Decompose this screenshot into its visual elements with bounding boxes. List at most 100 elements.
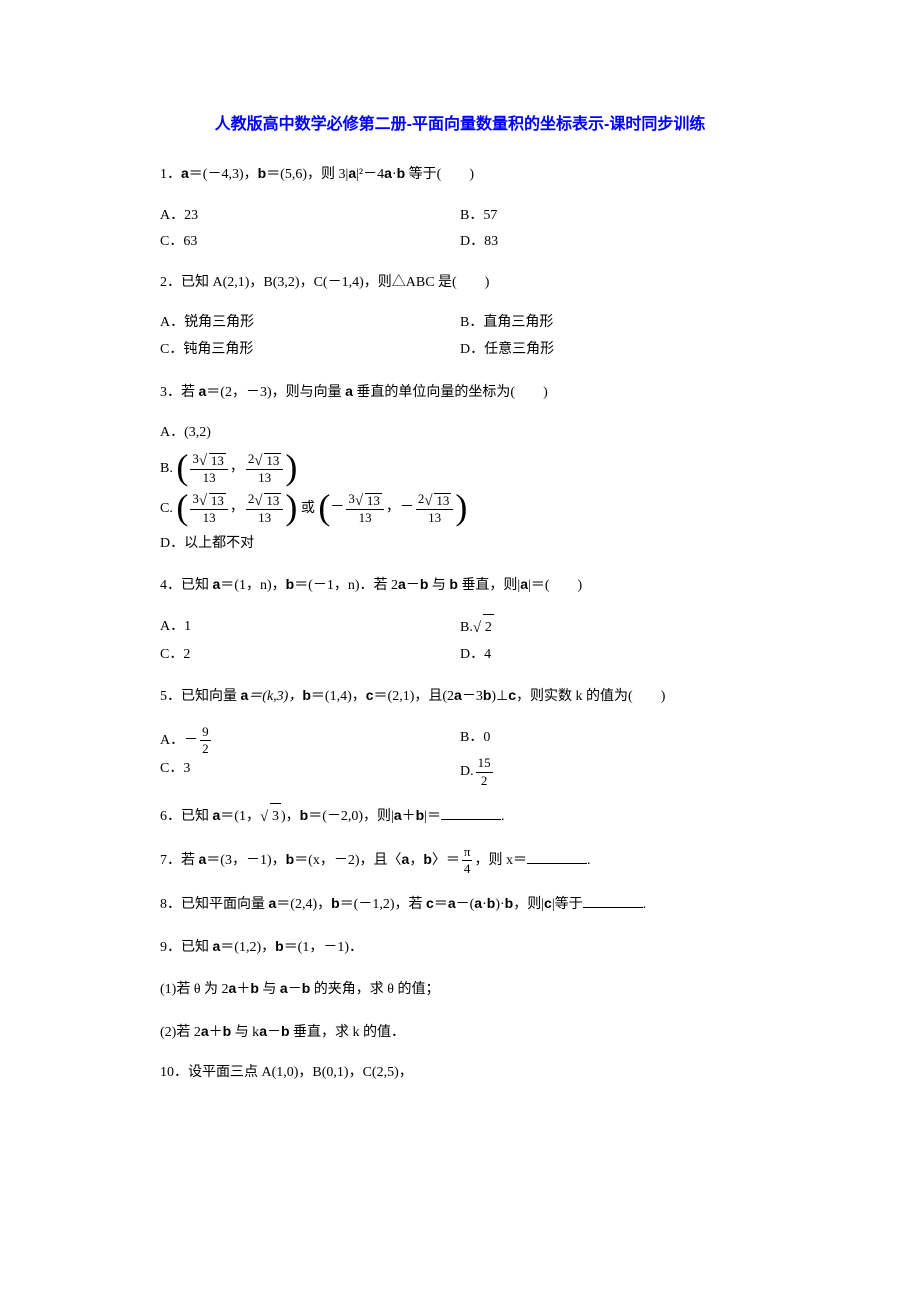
text: ＋ — [209, 1025, 223, 1040]
text: 与 — [259, 982, 280, 997]
q5-opt-d: D.152 — [460, 756, 760, 788]
q3-opt-d: D．以上都不对 — [160, 531, 760, 558]
q1-opt-b: B．57 — [460, 203, 760, 230]
text: ＝(x，－2)，且〈 — [294, 853, 401, 868]
q3-opt-a: A．(3,2) — [160, 420, 760, 447]
q1-options: A．23 B．57 C．63 D．83 — [160, 203, 760, 256]
q2-opt-b: B．直角三角形 — [460, 310, 760, 337]
vec-b: b — [449, 576, 458, 592]
vec-b: b — [397, 165, 406, 181]
q4-options: A．1 B.2 C．2 D．4 — [160, 614, 760, 668]
vec-a: a — [454, 687, 462, 703]
text: － — [288, 982, 302, 997]
fraction: 313 13 — [190, 492, 228, 525]
page: 人教版高中数学必修第二册-平面向量数量积的坐标表示-课时同步训练 1．a＝(－4… — [0, 0, 920, 1302]
text: －3 — [462, 689, 483, 704]
q2-opt-d: D．任意三角形 — [460, 337, 760, 364]
comma: ， — [230, 455, 244, 482]
text: A．－ — [160, 733, 198, 748]
text: ，则实数 k 的值为( ) — [516, 689, 665, 704]
den: 13 — [190, 470, 228, 485]
vec-b: b — [286, 576, 295, 592]
text: ＝(1，n)， — [220, 578, 285, 593]
text: 垂直，则| — [458, 578, 520, 593]
q5-opt-b: B．0 — [460, 725, 760, 757]
text: － — [406, 578, 420, 593]
text: 与 — [428, 578, 449, 593]
vec-b: b — [302, 687, 311, 703]
vec-a: a — [259, 1023, 267, 1039]
blank-underline — [441, 806, 501, 820]
text: 与 k — [231, 1025, 259, 1040]
sqrt-icon: 13 — [199, 493, 226, 508]
q9-stem: 9．已知 a＝(1,2)，b＝(1，－1)． — [160, 933, 760, 962]
text: . — [643, 897, 647, 912]
text: ， — [409, 853, 423, 868]
text: 〉＝ — [432, 853, 460, 868]
vec-b: b — [258, 165, 267, 181]
text: 1． — [160, 167, 181, 182]
den: 13 — [416, 510, 454, 525]
vec-c: c — [366, 687, 374, 703]
text: B. — [160, 461, 173, 476]
text: 3．若 — [160, 385, 199, 400]
text: ＝(2,4)， — [276, 897, 331, 912]
den: 13 — [246, 510, 284, 525]
q3-stem: 3．若 a＝(2，－3)，则与向量 a 垂直的单位向量的坐标为( ) — [160, 378, 760, 407]
q4-stem: 4．已知 a＝(1，n)，b＝(－1，n)．若 2a－b 与 b 垂直，则|a|… — [160, 571, 760, 600]
text: |＝ — [424, 809, 441, 824]
text: － — [267, 1025, 281, 1040]
text: ＝(1,4)， — [311, 689, 366, 704]
vec-a: a — [384, 165, 392, 181]
sqrt-icon: 13 — [355, 493, 382, 508]
text: |＝( ) — [528, 578, 582, 593]
q4-opt-b: B.2 — [460, 614, 760, 642]
den: 13 — [246, 470, 284, 485]
vec-b: b — [416, 807, 425, 823]
q2-stem: 2．已知 A(2,1)，B(3,2)，C(－1,4)，则△ABC 是( ) — [160, 270, 760, 297]
vec-a: a — [448, 895, 456, 911]
comma: ， — [386, 495, 400, 522]
q1-opt-a: A．23 — [160, 203, 460, 230]
fraction: 313 13 — [190, 452, 228, 485]
vec-b: b — [281, 1023, 290, 1039]
sqrt-icon: 13 — [199, 453, 226, 468]
text: )， — [281, 809, 300, 824]
lparen-icon: ( — [176, 449, 188, 485]
text: (1)若 θ 为 2 — [160, 982, 229, 997]
vec-a: a — [520, 576, 528, 592]
text: . — [501, 809, 505, 824]
text: ＝(k,3)， — [248, 689, 302, 704]
text: ＝(1,2)， — [220, 940, 275, 955]
fraction: 213 13 — [246, 452, 284, 485]
lparen-icon: ( — [176, 489, 188, 525]
q7-stem: 7．若 a＝(3，－1)，b＝(x，－2)，且〈a，b〉＝π4，则 x＝. — [160, 845, 760, 877]
text: ＝(5,6)，则 3| — [266, 167, 348, 182]
q4-opt-a: A．1 — [160, 614, 460, 642]
text: ＝(3，－1)， — [206, 853, 285, 868]
text: 的夹角，求 θ 的值； — [310, 982, 439, 997]
q2-opt-c: C．钝角三角形 — [160, 337, 460, 364]
text: 9．已知 — [160, 940, 213, 955]
blank-underline — [583, 894, 643, 908]
q6-stem: 6．已知 a＝(1，3)，b＝(－2,0)，则|a＋b|＝. — [160, 802, 760, 831]
text: 8．已知平面向量 — [160, 897, 269, 912]
text: ，则| — [513, 897, 544, 912]
text: 7．若 — [160, 853, 199, 868]
text: . — [587, 853, 591, 868]
text: ＝(－1,2)，若 — [340, 897, 426, 912]
vec-b: b — [223, 1023, 232, 1039]
vec-b: b — [250, 980, 259, 996]
fraction: 313 13 — [346, 492, 384, 525]
sqrt-icon: 13 — [424, 493, 451, 508]
text: ＋ — [236, 982, 250, 997]
fraction: 213 13 — [416, 492, 454, 525]
text: )· — [495, 897, 504, 912]
text: 等于( ) — [405, 167, 474, 182]
text: 5．已知向量 — [160, 689, 241, 704]
text: 4．已知 — [160, 578, 213, 593]
vec-b: b — [302, 980, 311, 996]
coord-pair: ( 313 13 ， 213 13 ) — [176, 451, 297, 487]
text: ＝(－2,0)，则| — [308, 809, 394, 824]
q1-opt-d: D．83 — [460, 229, 760, 256]
